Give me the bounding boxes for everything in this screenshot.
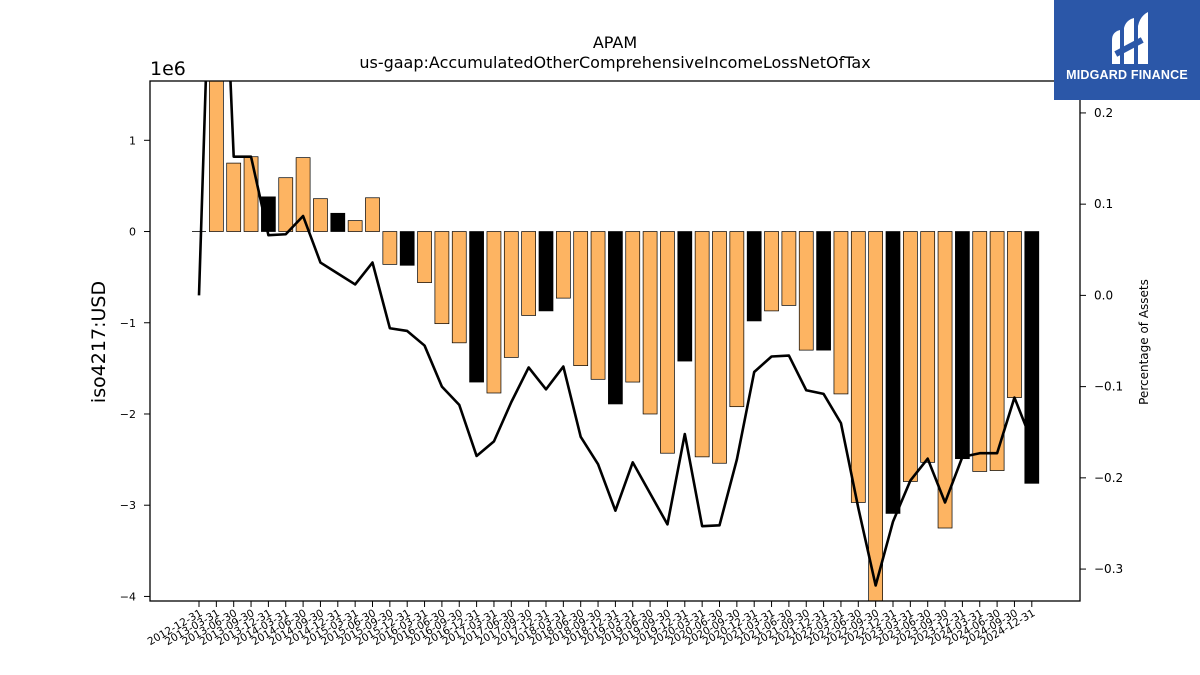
bar xyxy=(816,231,831,351)
bar xyxy=(347,220,363,232)
bar xyxy=(434,231,450,325)
bar xyxy=(417,231,432,283)
bar xyxy=(382,231,398,265)
bar xyxy=(1024,231,1040,484)
y-axis-label: iso4217:USD xyxy=(88,281,110,403)
bar xyxy=(746,231,762,322)
bar xyxy=(486,231,502,394)
brand-logo: MIDGARD FINANCE xyxy=(1054,0,1200,100)
bar xyxy=(469,231,484,383)
y2-tick-label: 0.2 xyxy=(1094,106,1113,120)
y2-tick-label: −0.2 xyxy=(1094,471,1123,485)
bar xyxy=(955,231,970,460)
bar xyxy=(243,156,259,232)
chart-title: APAM xyxy=(593,33,637,52)
y-tick-label: −2 xyxy=(120,408,136,421)
bar xyxy=(833,231,849,395)
bar xyxy=(850,231,866,503)
bar xyxy=(226,162,242,232)
series-line xyxy=(197,81,1034,587)
bar xyxy=(625,231,641,383)
line-group xyxy=(197,81,1034,587)
y-tick-label: 1 xyxy=(129,134,136,147)
bars-group xyxy=(192,81,1040,601)
bar xyxy=(503,231,519,358)
bar xyxy=(538,231,554,312)
bar xyxy=(278,177,294,232)
bar xyxy=(764,231,779,312)
bar xyxy=(330,212,346,232)
bar xyxy=(885,231,901,514)
bar xyxy=(902,231,918,482)
bar xyxy=(920,231,936,463)
bar xyxy=(313,198,328,232)
bar xyxy=(642,231,658,415)
bar xyxy=(573,231,589,366)
bar xyxy=(798,231,814,351)
bar xyxy=(729,231,745,408)
axes-group: −4−3−2−101−0.3−0.2−0.10.00.10.22012-12-3… xyxy=(120,106,1123,648)
bar xyxy=(399,231,415,266)
bar xyxy=(972,231,988,472)
bar xyxy=(660,231,675,454)
bar xyxy=(868,231,884,601)
plot-frame xyxy=(149,80,1081,602)
y-axis-offset: 1e6 xyxy=(150,58,186,80)
y-tick-label: −1 xyxy=(120,317,136,330)
y2-tick-label: 0.0 xyxy=(1094,288,1113,302)
bar xyxy=(295,157,311,232)
y-tick-label: −4 xyxy=(120,590,136,603)
bar xyxy=(694,231,710,458)
bar xyxy=(590,231,606,380)
logo-text: MIDGARD FINANCE xyxy=(1066,68,1188,82)
y2-tick-label: −0.3 xyxy=(1094,562,1123,576)
y2-axis-label: Percentage of Assets xyxy=(1137,279,1151,405)
bar xyxy=(989,231,1005,471)
bar xyxy=(209,81,224,232)
y-tick-label: −3 xyxy=(120,499,136,512)
bar xyxy=(365,197,380,232)
logo-mark-icon xyxy=(1112,12,1148,64)
y2-tick-label: −0.1 xyxy=(1094,380,1123,394)
bar xyxy=(451,231,467,344)
bar xyxy=(937,231,953,529)
bar xyxy=(521,231,537,316)
chart-subtitle: us-gaap:AccumulatedOtherComprehensiveInc… xyxy=(359,53,870,72)
bar xyxy=(555,231,571,299)
bar xyxy=(712,231,727,464)
bar xyxy=(781,231,797,306)
y2-tick-label: 0.1 xyxy=(1094,197,1113,211)
y-tick-label: 0 xyxy=(129,226,136,239)
bar xyxy=(1007,231,1022,398)
bar xyxy=(608,231,623,405)
bar xyxy=(677,231,693,362)
